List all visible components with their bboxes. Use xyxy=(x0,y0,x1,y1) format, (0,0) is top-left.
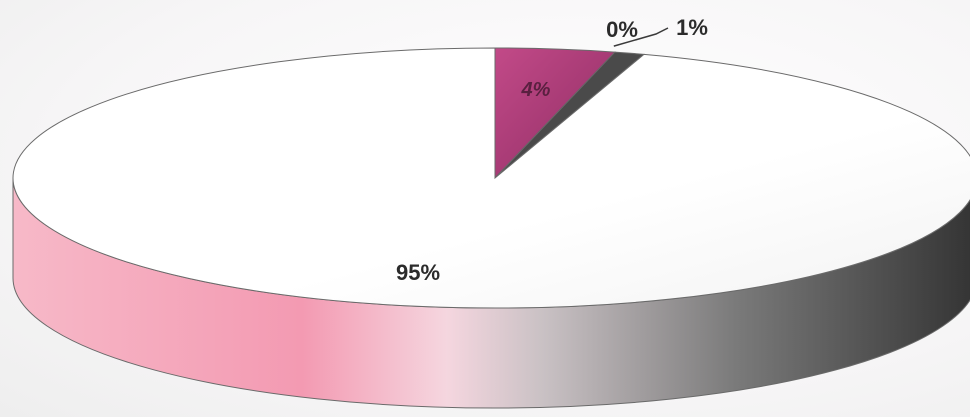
label-0-percent: 0% xyxy=(606,17,638,42)
label-95-percent: 95% xyxy=(396,260,440,285)
slice-95-percent xyxy=(12,47,970,309)
label-4-percent: 4% xyxy=(521,79,551,101)
leader-line-1-percent xyxy=(613,27,669,47)
pie-top-surface xyxy=(12,47,970,309)
pie-labels: 95% 4% 0% 1% xyxy=(396,15,708,285)
label-1-percent: 1% xyxy=(676,15,708,40)
